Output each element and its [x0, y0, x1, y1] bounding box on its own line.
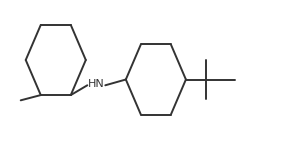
Text: HN: HN [88, 79, 105, 89]
